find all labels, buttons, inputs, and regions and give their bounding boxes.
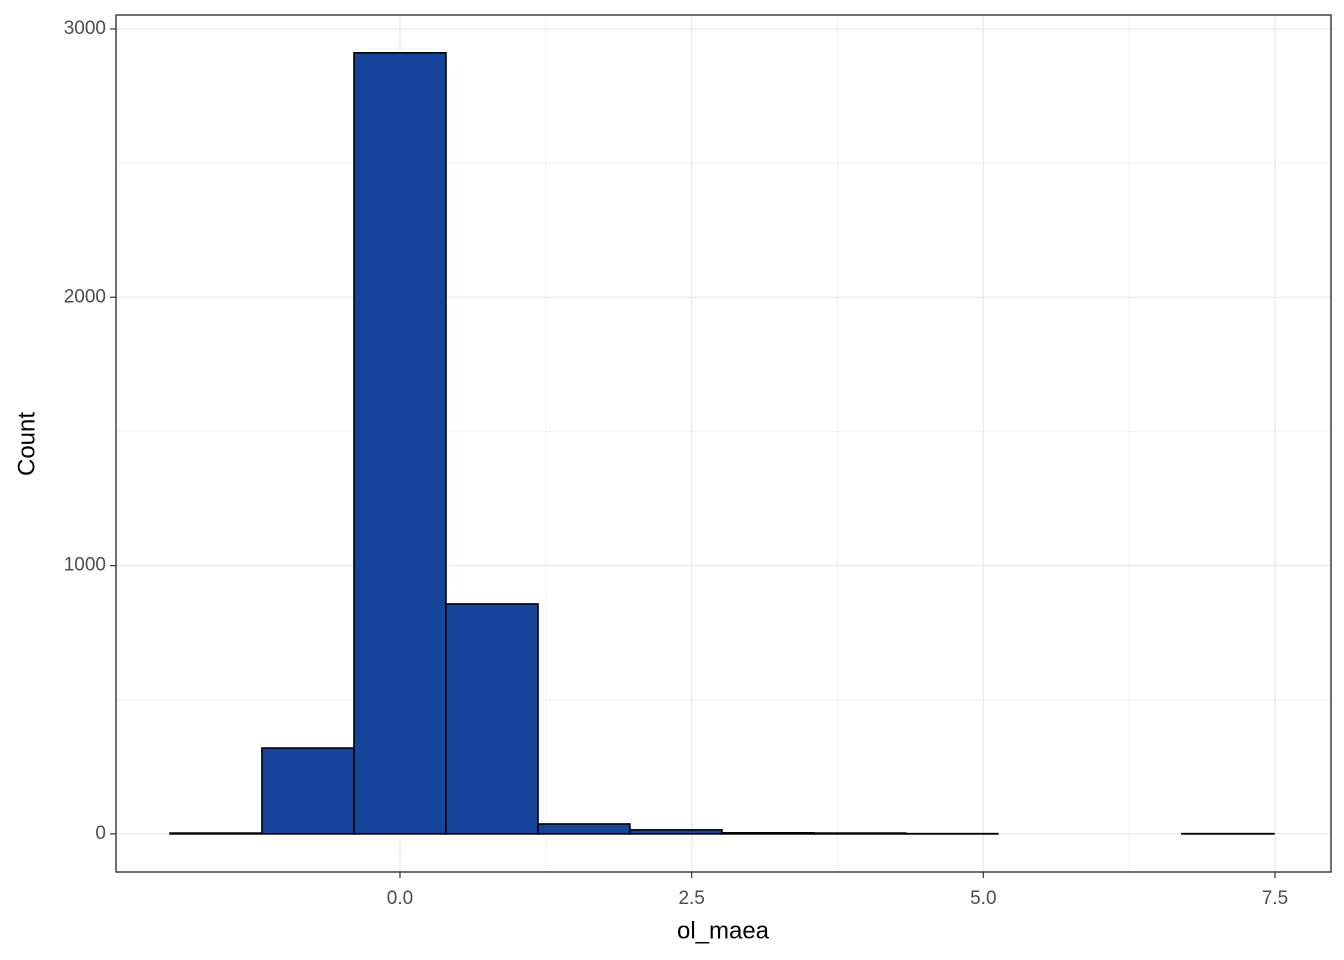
y-tick-label: 3000 (64, 18, 106, 39)
bar (353, 52, 447, 835)
bar (261, 747, 355, 835)
x-axis-title: ol_maea (677, 917, 770, 944)
x-tick-label: 5.0 (970, 888, 996, 909)
bar (629, 829, 723, 835)
bar (445, 603, 539, 835)
y-tick-label: 0 (95, 823, 106, 844)
x-tick-label: 0.0 (387, 888, 413, 909)
bar (169, 832, 263, 835)
y-tick-label: 2000 (64, 286, 106, 307)
bar (721, 832, 815, 835)
panel-border (115, 14, 1332, 873)
x-tick-label: 7.5 (1262, 888, 1288, 909)
x-tick-label: 2.5 (678, 888, 704, 909)
y-tick-label: 1000 (64, 555, 106, 576)
bar (813, 832, 907, 835)
y-axis-title: Count (13, 412, 40, 476)
bar (537, 823, 631, 835)
